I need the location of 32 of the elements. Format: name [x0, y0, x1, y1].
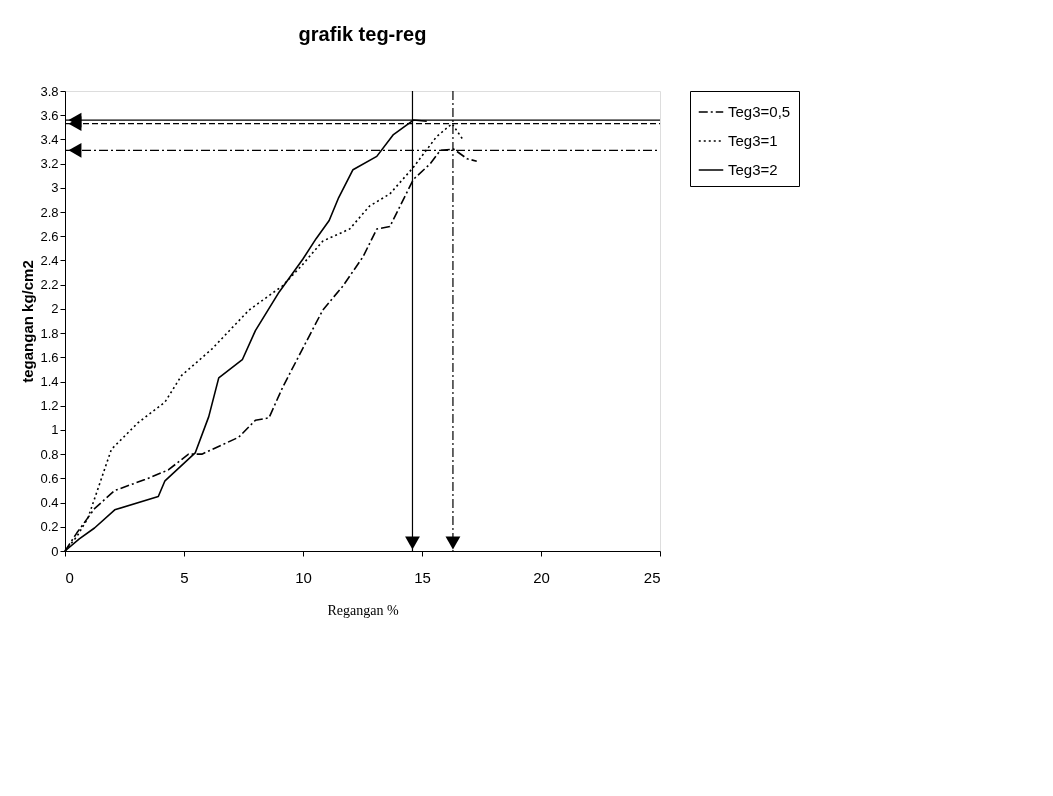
y-tick-label: 2.2 [40, 277, 59, 293]
x-tick-label: 15 [414, 568, 431, 586]
y-tick-label: 3.2 [40, 156, 59, 172]
chart-title: grafik teg-reg [298, 23, 427, 45]
x-tick-label: 20 [533, 568, 550, 586]
y-tick-label: 1.4 [40, 374, 59, 390]
y-tick-label: 3.8 [40, 83, 59, 99]
y-tick-label: 1 [51, 422, 59, 438]
y-tick-label: 2.6 [40, 228, 59, 244]
y-tick-label: 0.8 [40, 446, 59, 462]
y-tick-label: 3 [51, 180, 59, 196]
y-axis-title: tegangan kg/cm2 [19, 260, 37, 383]
x-tick-label: 10 [295, 568, 312, 586]
y-tick-label: 2.8 [40, 204, 59, 220]
legend-label: Teg3=0,5 [728, 103, 791, 120]
y-tick-label: 2 [51, 301, 59, 317]
y-tick-label: 1.8 [40, 325, 59, 341]
x-tick-label: 5 [180, 568, 189, 586]
y-tick-label: 2.4 [40, 252, 59, 268]
y-tick-label: 0.2 [40, 519, 59, 535]
y-tick-label: 1.2 [40, 398, 59, 414]
y-tick-label: 0.4 [40, 495, 59, 511]
legend-label: Teg3=1 [728, 132, 778, 149]
y-tick-label: 3.6 [40, 107, 59, 123]
x-axis-title: Regangan % [327, 602, 399, 618]
x-tick-label: 25 [643, 568, 661, 586]
y-tick-label: 1.6 [40, 349, 59, 365]
x-tick-label: 0 [65, 568, 74, 586]
legend-label: Teg3=2 [728, 161, 778, 178]
y-tick-label: 0 [51, 543, 59, 559]
y-tick-label: 3.4 [40, 131, 59, 147]
y-tick-label: 0.6 [40, 470, 59, 486]
